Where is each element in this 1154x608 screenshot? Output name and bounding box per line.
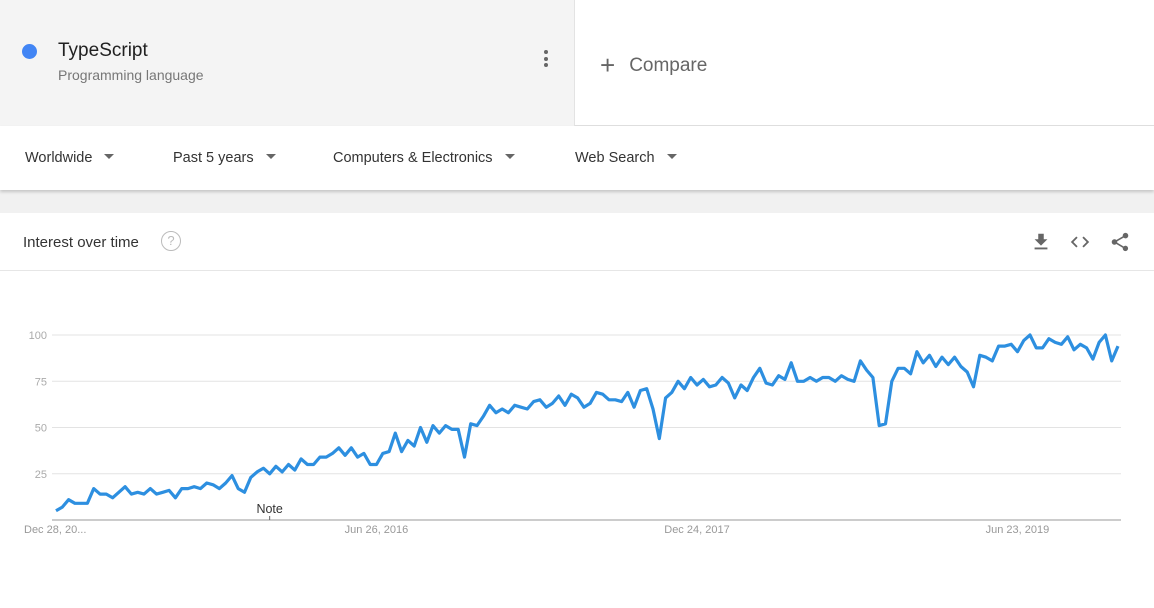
caret-down-icon (666, 154, 677, 159)
filter-label: Web Search (575, 150, 655, 166)
search-term-card[interactable]: TypeScript Programming language (0, 0, 575, 126)
filter-category[interactable]: Computers & Electronics (333, 150, 515, 166)
x-tick-label: Jun 23, 2019 (986, 524, 1050, 536)
filter-label: Computers & Electronics (333, 150, 493, 166)
filter-search-type[interactable]: Web Search (575, 150, 677, 166)
download-icon[interactable] (1030, 231, 1052, 253)
caret-down-icon (265, 154, 276, 159)
explore-header: TypeScript Programming language + Compare (0, 0, 1154, 126)
share-icon[interactable] (1109, 231, 1131, 253)
filter-time-range[interactable]: Past 5 years (173, 150, 276, 166)
embed-code-icon[interactable] (1069, 231, 1091, 253)
caret-down-icon (504, 154, 515, 159)
caret-down-icon (104, 154, 115, 159)
term-category: Programming language (58, 67, 204, 83)
x-tick-label: Dec 28, 20... (24, 524, 86, 536)
compare-label: Compare (629, 55, 708, 76)
x-tick-label: Dec 24, 2017 (664, 524, 729, 536)
y-tick-label: 100 (29, 330, 47, 342)
filter-bar: Worldwide Past 5 years Computers & Elect… (0, 126, 1154, 190)
y-tick-label: 75 (35, 376, 47, 388)
interest-over-time-card: Interest over time ? 25 50 75 100 Dec 28, 20… (0, 213, 1154, 608)
term-name: TypeScript (58, 40, 148, 61)
plus-icon: + (600, 50, 616, 80)
more-vert-icon[interactable] (538, 50, 554, 72)
filter-region[interactable]: Worldwide (25, 150, 115, 166)
card-title: Interest over time (23, 234, 139, 251)
interest-line-chart[interactable]: 25 50 75 100 Dec 28, 20... Jun 26, 2016 Dec 24… (0, 271, 1154, 608)
series-line-typescript (55, 333, 1120, 513)
compare-button[interactable]: + Compare (600, 50, 707, 81)
y-tick-label: 50 (35, 423, 47, 435)
term-color-dot (22, 44, 37, 59)
help-icon[interactable]: ? (161, 231, 181, 251)
filter-label: Worldwide (25, 150, 93, 166)
y-tick-label: 25 (35, 469, 47, 481)
card-header: Interest over time ? (0, 213, 1154, 271)
note-annotation: Note (256, 502, 282, 516)
filter-label: Past 5 years (173, 150, 254, 166)
x-tick-label: Jun 26, 2016 (345, 524, 409, 536)
